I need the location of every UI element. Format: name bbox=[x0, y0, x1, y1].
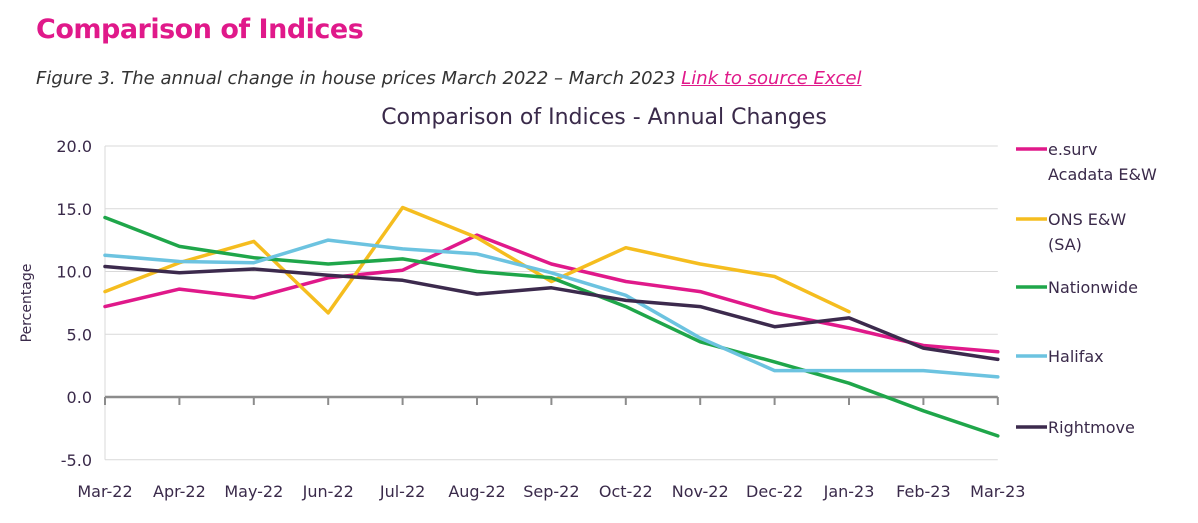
x-tick-label: Jun-22 bbox=[302, 482, 354, 501]
series-line-rightmove bbox=[103, 264, 1000, 362]
legend-label: Acadata E&W bbox=[1048, 165, 1157, 184]
x-tick-label: Mar-22 bbox=[77, 482, 132, 501]
series-line-ons-e-w-sa- bbox=[103, 205, 851, 315]
series-line-halifax bbox=[103, 238, 1000, 379]
y-tick-label: 10.0 bbox=[56, 263, 92, 282]
y-tick-label: 5.0 bbox=[67, 325, 92, 344]
legend-label: (SA) bbox=[1048, 235, 1082, 254]
y-tick-label: -5.0 bbox=[61, 451, 92, 470]
x-tick-label: May-22 bbox=[224, 482, 283, 501]
page-title: Comparison of Indices bbox=[36, 14, 364, 45]
x-tick-label: Dec-22 bbox=[746, 482, 803, 501]
y-tick-label: 0.0 bbox=[67, 388, 92, 407]
y-axis-label: Percentage bbox=[19, 264, 35, 343]
figure-caption: Figure 3. The annual change in house pri… bbox=[36, 68, 862, 89]
legend-label: Halifax bbox=[1048, 347, 1104, 366]
figure-caption-text: Figure 3. The annual change in house pri… bbox=[36, 68, 682, 89]
x-tick-label: Oct-22 bbox=[599, 482, 653, 501]
x-tick-label: Jan-23 bbox=[823, 482, 875, 501]
x-tick-label: Mar-23 bbox=[970, 482, 1025, 501]
chart-title: Comparison of Indices - Annual Changes bbox=[381, 105, 827, 130]
x-tick-label: Apr-22 bbox=[153, 482, 206, 501]
x-tick-label: Sep-22 bbox=[523, 482, 579, 501]
y-tick-label: 20.0 bbox=[56, 137, 92, 156]
series-line-nationwide bbox=[103, 215, 1000, 438]
y-tick-label: 15.0 bbox=[56, 200, 92, 219]
x-tick-label: Aug-22 bbox=[448, 482, 505, 501]
x-tick-label: Nov-22 bbox=[672, 482, 729, 501]
x-tick-label: Feb-23 bbox=[896, 482, 950, 501]
legend-label: Nationwide bbox=[1048, 278, 1138, 297]
series-line-e-surv-acadata-e-w bbox=[103, 233, 1000, 354]
x-tick-label: Jul-22 bbox=[379, 482, 425, 501]
legend-label: ONS E&W bbox=[1048, 210, 1126, 229]
legend-label: Rightmove bbox=[1048, 418, 1135, 437]
legend-label: e.surv bbox=[1048, 140, 1097, 159]
source-excel-link[interactable]: Link to source Excel bbox=[681, 68, 862, 89]
